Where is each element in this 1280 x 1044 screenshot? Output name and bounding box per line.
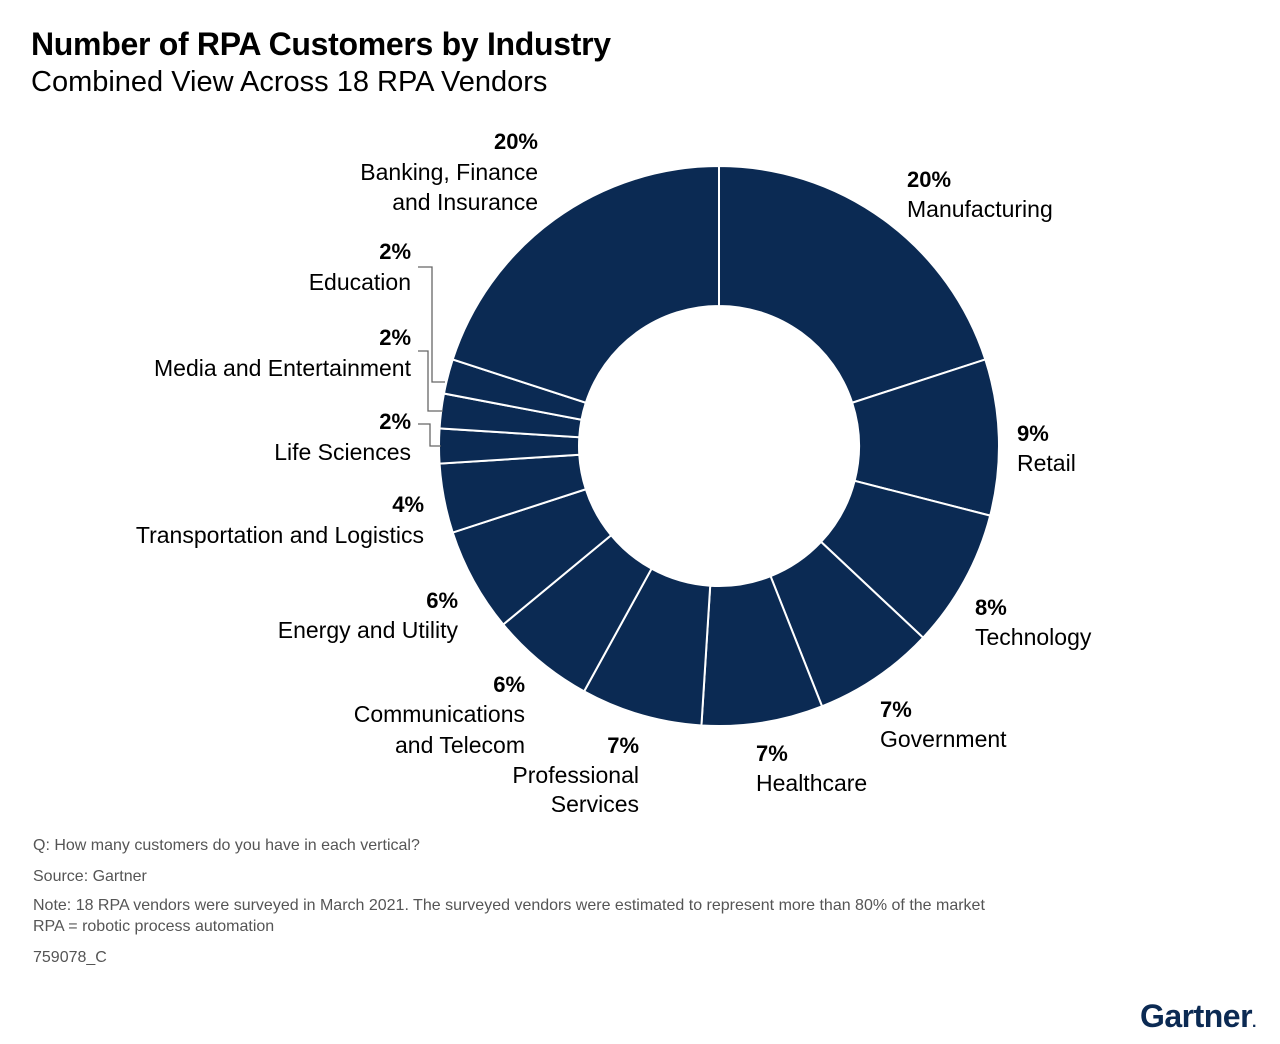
leader-media-and-entertainment: [418, 350, 443, 412]
slice-media-and-entertainment-label: Media and Entertainment: [154, 355, 412, 381]
slice-government-value: 7%: [880, 697, 912, 722]
slice-life-sciences-label: Life Sciences: [274, 439, 411, 465]
slice-education-value: 2%: [379, 239, 411, 264]
slice-transportation-and-logistics-label: Transportation and Logistics: [136, 522, 424, 548]
slice-retail-label: Retail: [1017, 450, 1076, 476]
gartner-logo: Gartner.: [1139, 998, 1257, 1034]
slice-manufacturing-label: Manufacturing: [907, 196, 1053, 222]
slice-retail-value: 9%: [1017, 421, 1049, 446]
chart-subtitle: Combined View Across 18 RPA Vendors: [31, 66, 548, 98]
slice-banking-finance-and-insurance-label: Banking, Finance and Insurance: [360, 159, 538, 215]
slice-energy-and-utility-value: 6%: [426, 588, 458, 613]
footer-note: Note: 18 RPA vendors were surveyed in Ma…: [33, 897, 985, 914]
leader-education: [418, 266, 445, 383]
slice-energy-and-utility-label: Energy and Utility: [278, 617, 459, 643]
slice-media-and-entertainment-value: 2%: [379, 325, 411, 350]
slice-healthcare-value: 7%: [756, 741, 788, 766]
slice-banking-finance-and-insurance-value: 20%: [494, 129, 538, 154]
logo-text: Gartner: [1139, 998, 1253, 1034]
slice-communications-and-telecom-value: 6%: [493, 672, 525, 697]
donut-chart: 20% Manufacturing 9% Retail 8% Technology 7% Go…: [136, 129, 1092, 817]
slice-labels: 20% Manufacturing 9% Retail 8% Technology 7% Go…: [136, 129, 1092, 817]
slice-manufacturing-value: 20%: [907, 167, 951, 192]
slice-technology-label: Technology: [975, 624, 1092, 650]
leader-life-sciences: [418, 423, 441, 447]
chart-title: Number of RPA Customers by Industry: [31, 26, 611, 62]
slice-professional-services-label: Professional Services: [512, 762, 639, 817]
footer-definition: RPA = robotic process automation: [33, 918, 275, 935]
footer-question: Q: How many customers do you have in eac…: [33, 837, 420, 854]
footer-source: Source: Gartner: [33, 868, 147, 885]
slice-education-label: Education: [309, 269, 411, 295]
slice-communications-and-telecom-label: Communications and Telecom: [354, 701, 525, 758]
footer-id: 759078_C: [33, 949, 107, 966]
slice-transportation-and-logistics-value: 4%: [392, 492, 424, 517]
slice-manufacturing: [718, 164, 987, 404]
slice-banking-finance-and-insurance: [451, 164, 720, 404]
donut-slices: [438, 164, 1000, 727]
slice-life-sciences-value: 2%: [379, 409, 411, 434]
slice-technology-value: 8%: [975, 595, 1007, 620]
slice-government-label: Government: [880, 726, 1007, 752]
slice-healthcare-label: Healthcare: [756, 770, 867, 796]
slice-professional-services-value: 7%: [607, 733, 639, 758]
